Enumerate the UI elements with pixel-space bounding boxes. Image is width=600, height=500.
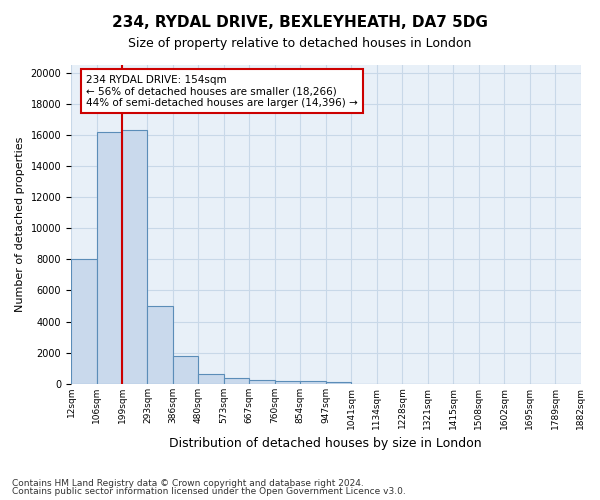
Bar: [97, 132, 122, 384]
Bar: [173, 356, 199, 384]
Bar: [224, 378, 250, 384]
Text: Size of property relative to detached houses in London: Size of property relative to detached ho…: [128, 38, 472, 51]
Bar: [300, 382, 326, 384]
Bar: [71, 258, 97, 384]
Bar: [326, 382, 351, 384]
Text: Contains public sector information licensed under the Open Government Licence v3: Contains public sector information licen…: [12, 487, 406, 496]
Bar: [275, 380, 300, 384]
Text: Contains HM Land Registry data © Crown copyright and database right 2024.: Contains HM Land Registry data © Crown c…: [12, 478, 364, 488]
Bar: [148, 306, 173, 384]
Text: 234 RYDAL DRIVE: 154sqm
← 56% of detached houses are smaller (18,266)
44% of sem: 234 RYDAL DRIVE: 154sqm ← 56% of detache…: [86, 74, 358, 108]
Text: 234, RYDAL DRIVE, BEXLEYHEATH, DA7 5DG: 234, RYDAL DRIVE, BEXLEYHEATH, DA7 5DG: [112, 15, 488, 30]
Bar: [199, 374, 224, 384]
Bar: [250, 380, 275, 384]
Y-axis label: Number of detached properties: Number of detached properties: [15, 136, 25, 312]
X-axis label: Distribution of detached houses by size in London: Distribution of detached houses by size …: [169, 437, 482, 450]
Bar: [122, 130, 148, 384]
